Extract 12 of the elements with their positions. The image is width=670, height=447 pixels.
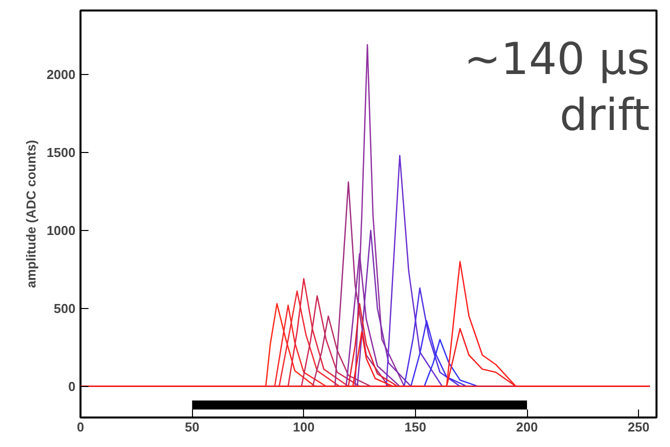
- y-tick-label: 1000: [46, 222, 76, 238]
- x-tick-label: 50: [184, 420, 200, 434]
- y-axis-title: amplitude (ADC counts): [24, 140, 39, 288]
- x-tick-label: 250: [628, 420, 650, 434]
- x-tick-label: 100: [292, 420, 315, 434]
- annotation: ~140 µs drift: [464, 34, 650, 141]
- x-tick-label: 200: [516, 420, 538, 434]
- y-tick-label: 0: [68, 378, 76, 394]
- y-tick-label: 500: [54, 300, 76, 316]
- y-tick-label: 2000: [46, 66, 76, 82]
- y-tick-label: 1500: [46, 144, 76, 160]
- x-tick-label: 150: [404, 420, 426, 434]
